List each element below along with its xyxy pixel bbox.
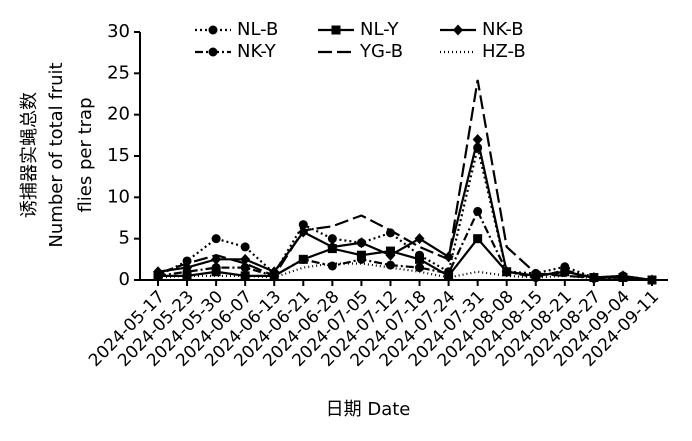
point xyxy=(531,273,541,283)
y-tick-label: 0 xyxy=(119,269,130,290)
y-tick-label: 5 xyxy=(119,228,130,249)
point xyxy=(444,268,454,278)
y-axis-label: 诱捕器实蝇总数 xyxy=(19,92,40,218)
point xyxy=(211,263,221,273)
series-line xyxy=(157,79,653,282)
point xyxy=(211,234,221,244)
legend-label: NK-B xyxy=(482,19,524,40)
point xyxy=(385,249,396,261)
legend-label: NK-Y xyxy=(237,41,277,62)
point xyxy=(356,254,366,264)
point xyxy=(240,271,250,281)
point xyxy=(182,267,192,277)
legend-marker xyxy=(208,47,218,57)
y-axis-label-group: 诱捕器实蝇总数 xyxy=(19,92,40,218)
point xyxy=(298,220,308,230)
y-tick-label: 25 xyxy=(107,62,130,83)
point xyxy=(415,263,425,273)
point xyxy=(356,237,367,249)
point xyxy=(443,251,454,263)
point xyxy=(327,234,337,244)
x-axis-label: 日期 Date xyxy=(326,399,411,420)
series-line xyxy=(157,147,653,282)
legend-label: HZ-B xyxy=(482,41,526,62)
point xyxy=(473,234,483,244)
point xyxy=(473,206,483,216)
point xyxy=(618,273,628,283)
point xyxy=(298,254,308,264)
point xyxy=(502,267,512,277)
point xyxy=(327,241,338,253)
series-line xyxy=(157,208,653,282)
point xyxy=(560,265,570,275)
legend-marker xyxy=(331,25,341,35)
legend-marker xyxy=(208,25,218,35)
legend-label: NL-Y xyxy=(360,19,400,40)
point xyxy=(385,260,395,270)
legend-marker xyxy=(453,24,463,36)
y-tick-label: 30 xyxy=(107,21,130,42)
point xyxy=(327,261,337,271)
point xyxy=(240,263,250,273)
y-tick-label: 20 xyxy=(107,104,130,125)
legend-label: NL-B xyxy=(237,19,278,40)
y-axis-label-group: Number of total fruit xyxy=(46,62,67,247)
y-axis-label-group: flies per trap xyxy=(75,97,96,212)
point xyxy=(415,254,425,264)
y-tick-label: 15 xyxy=(107,145,130,166)
point xyxy=(240,242,250,252)
legend-label: YG-B xyxy=(359,41,403,62)
y-tick-label: 10 xyxy=(107,186,130,207)
point xyxy=(414,233,425,245)
point xyxy=(472,133,483,145)
y-axis-label: Number of total fruit xyxy=(46,62,67,247)
y-axis-label: flies per trap xyxy=(75,97,96,212)
